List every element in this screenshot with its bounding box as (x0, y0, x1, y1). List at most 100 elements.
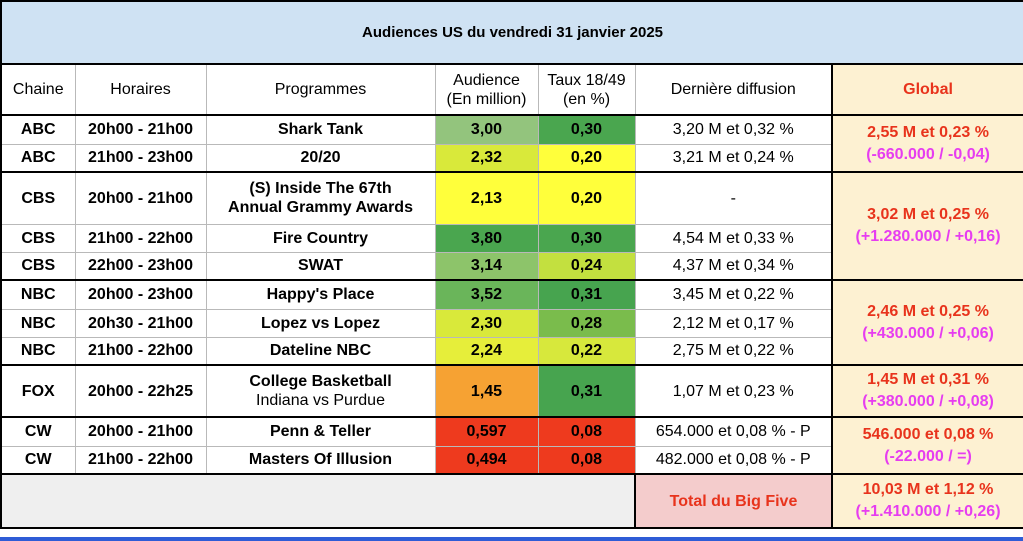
header-programmes: Programmes (205, 63, 436, 116)
cell-audience: 3,80 (434, 223, 539, 253)
header-derniere: Dernière diffusion (634, 63, 833, 116)
global-nbc-sub: (+430.000 / +0,06) (862, 324, 994, 342)
global-abc-main: 2,55 M et 0,23 % (867, 123, 989, 141)
header-audience-l2: (En million) (446, 90, 527, 108)
cell-audience: 3,00 (434, 114, 539, 145)
cell-horaires: 21h00 - 22h00 (74, 223, 207, 253)
header-audience: Audience (En million) (434, 63, 539, 116)
cell-horaires: 20h00 - 23h00 (74, 279, 207, 310)
table-row: NBC 20h00 - 23h00 Happy's Place 3,52 0,3… (0, 279, 1023, 366)
cell-horaires: 21h00 - 22h00 (74, 445, 207, 475)
cell-programme-l1: College Basketball (249, 373, 392, 390)
cell-taux: 0,31 (537, 364, 636, 418)
cell-horaires: 20h00 - 21h00 (74, 416, 207, 447)
global-nbc-main: 2,46 M et 0,25 % (867, 302, 989, 320)
total-row: Total du Big Five 10,03 M et 1,12 % (+1.4… (0, 473, 1023, 529)
cell-audience: 2,24 (434, 336, 539, 366)
cell-chaine: ABC (0, 114, 76, 145)
cell-chaine: CBS (0, 251, 76, 281)
cell-audience: 2,13 (434, 171, 539, 225)
cell-horaires: 21h00 - 22h00 (74, 336, 207, 366)
table-row: ABC 21h00 - 23h00 20/20 2,32 0,20 3,21 M… (0, 143, 1023, 173)
cell-chaine: CW (0, 416, 76, 447)
cell-audience: 3,52 (434, 279, 539, 310)
cell-derniere: 2,75 M et 0,22 % (634, 336, 833, 366)
cell-audience: 3,14 (434, 251, 539, 281)
cell-derniere: 1,07 M et 0,23 % (634, 364, 833, 418)
cell-derniere: 3,45 M et 0,22 % (634, 279, 833, 310)
table-row: FOX 20h00 - 22h25 College Basketball Indi… (0, 364, 1023, 418)
global-cbs: 3,02 M et 0,25 % (+1.280.000 / +0,16) (830, 171, 1023, 281)
global-fox-sub: (+380.000 / +0,08) (862, 393, 994, 410)
cell-audience: 2,30 (434, 308, 539, 338)
cell-derniere: 654.000 et 0,08 % - P (634, 416, 833, 447)
table-row: ABC 20h00 - 21h00 Shark Tank 3,00 0,30 3… (0, 114, 1023, 173)
cell-derniere: 482.000 et 0,08 % - P (634, 445, 833, 475)
global-abc: 2,55 M et 0,23 % (-660.000 / -0,04) (830, 114, 1023, 173)
table-row: CW 21h00 - 22h00 Masters Of Illusion 0,4… (0, 445, 1023, 475)
cell-derniere: 4,54 M et 0,33 % (634, 223, 833, 253)
table-title: Audiences US du vendredi 31 janvier 2025 (0, 0, 1023, 65)
cell-programme-l1: (S) Inside The 67th (249, 180, 392, 198)
cell-chaine: CBS (0, 171, 76, 225)
cell-horaires: 20h00 - 22h25 (74, 364, 207, 418)
global-fox: 1,45 M et 0,31 % (+380.000 / +0,08) (830, 364, 1023, 418)
cell-programme: 20/20 (205, 143, 436, 173)
cell-programme: Shark Tank (205, 114, 436, 145)
table-row: CBS 22h00 - 23h00 SWAT 3,14 0,24 4,37 M … (0, 251, 1023, 281)
table-row: CW 20h00 - 21h00 Penn & Teller 0,597 0,0… (0, 416, 1023, 475)
cell-audience: 0,597 (434, 416, 539, 447)
cell-chaine: NBC (0, 279, 76, 310)
cell-horaires: 21h00 - 23h00 (74, 143, 207, 173)
global-cw-main: 546.000 et 0,08 % (862, 425, 994, 443)
global-nbc: 2,46 M et 0,25 % (+430.000 / +0,06) (830, 279, 1023, 366)
header-global: Global (830, 63, 1023, 116)
cell-derniere: 3,20 M et 0,32 % (634, 114, 833, 145)
table-row: NBC 20h30 - 21h00 Lopez vs Lopez 2,30 0,… (0, 308, 1023, 338)
table-row: CBS 21h00 - 22h00 Fire Country 3,80 0,30… (0, 223, 1023, 253)
cell-chaine: CBS (0, 223, 76, 253)
cell-taux: 0,08 (537, 416, 636, 447)
cell-derniere: 3,21 M et 0,24 % (634, 143, 833, 173)
cell-programme: College Basketball Indiana vs Purdue (205, 364, 436, 418)
global-cbs-sub: (+1.280.000 / +0,16) (855, 228, 1001, 245)
table-row: CBS 20h00 - 21h00 (S) Inside The 67th Ann… (0, 171, 1023, 281)
cell-taux: 0,08 (537, 445, 636, 475)
cell-chaine: NBC (0, 336, 76, 366)
cell-programme-l2: Indiana vs Purdue (256, 392, 385, 409)
cell-programme-l2: Annual Grammy Awards (228, 199, 413, 217)
total-main: 10,03 M et 1,12 % (862, 481, 994, 498)
cell-horaires: 20h00 - 21h00 (74, 171, 207, 225)
cell-chaine: FOX (0, 364, 76, 418)
global-fox-main: 1,45 M et 0,31 % (867, 371, 989, 388)
header-taux-l2: (en %) (562, 90, 611, 108)
total-empty-cell (0, 473, 636, 529)
global-cw: 546.000 et 0,08 % (-22.000 / =) (830, 416, 1023, 475)
cell-horaires: 20h30 - 21h00 (74, 308, 207, 338)
header-horaires: Horaires (74, 63, 207, 116)
cell-chaine: CW (0, 445, 76, 475)
global-cbs-main: 3,02 M et 0,25 % (867, 206, 989, 223)
cell-programme: Fire Country (205, 223, 436, 253)
cell-chaine: NBC (0, 308, 76, 338)
cell-taux: 0,31 (537, 279, 636, 310)
cell-derniere: 2,12 M et 0,17 % (634, 308, 833, 338)
total-label: Total du Big Five (634, 473, 833, 529)
cell-taux: 0,30 (537, 114, 636, 145)
global-abc-sub: (-660.000 / -0,04) (866, 145, 990, 163)
total-sub: (+1.410.000 / +0,26) (855, 503, 1001, 520)
cell-derniere: 4,37 M et 0,34 % (634, 251, 833, 281)
audience-table: Audiences US du vendredi 31 janvier 2025… (0, 0, 1023, 529)
cell-horaires: 20h00 - 21h00 (74, 114, 207, 145)
cell-programme: SWAT (205, 251, 436, 281)
cell-taux: 0,20 (537, 171, 636, 225)
cell-audience: 0,494 (434, 445, 539, 475)
cell-derniere: - (634, 171, 833, 225)
global-cw-sub: (-22.000 / =) (884, 447, 972, 465)
cell-programme: Lopez vs Lopez (205, 308, 436, 338)
cell-programme: Masters Of Illusion (205, 445, 436, 475)
cell-programme: (S) Inside The 67th Annual Grammy Awards (205, 171, 436, 225)
cell-chaine: ABC (0, 143, 76, 173)
header-chaine: Chaine (0, 63, 76, 116)
bottom-bar (0, 537, 1023, 541)
